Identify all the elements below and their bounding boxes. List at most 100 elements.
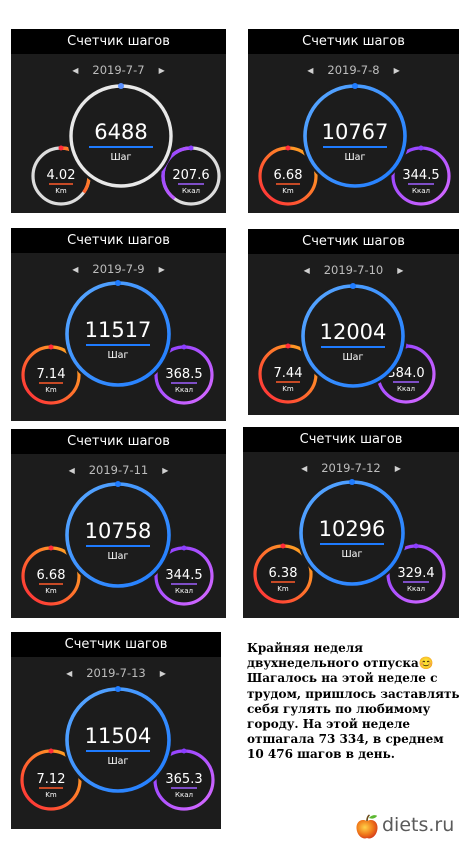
- prev-day-icon[interactable]: ◀: [307, 66, 314, 75]
- steps-ring-marker: [118, 83, 124, 89]
- km-value: 7.44: [274, 366, 303, 381]
- steps-ring: 12004 Шаг: [299, 282, 407, 390]
- steps-value: 11504: [85, 724, 152, 748]
- kcal-ring-marker: [413, 543, 419, 549]
- kcal-ring-marker: [188, 145, 194, 151]
- km-ring-marker: [280, 543, 286, 549]
- date-selector: ◀ 2019-7-10 ▶: [248, 262, 459, 278]
- steps-ring-marker: [350, 283, 356, 289]
- panel-title: Счетчик шагов: [248, 29, 459, 54]
- apple-icon: [356, 814, 378, 839]
- steps-value: 6488: [94, 120, 147, 144]
- km-ring: 6.68 Km: [21, 545, 81, 606]
- km-value: 4.02: [47, 168, 76, 183]
- caption-line: Крайняя неделя: [247, 641, 364, 655]
- rings-graphic: 6.38 Km 329.4 Ккал 10296 Шаг: [253, 478, 446, 604]
- prev-day-icon[interactable]: ◀: [72, 265, 79, 274]
- next-day-icon[interactable]: ▶: [158, 66, 165, 75]
- kcal-unit: Ккал: [407, 585, 425, 593]
- rings-graphic: 7.44 Km 384.0 Ккал 12004 Шаг: [258, 282, 436, 404]
- next-day-icon[interactable]: ▶: [397, 266, 404, 275]
- steps-value: 10758: [85, 519, 152, 543]
- caption-line: Шагалось на этой неделе с: [247, 671, 438, 686]
- steps-ring: 10767 Шаг: [301, 82, 409, 190]
- km-ring-marker: [58, 145, 64, 151]
- prev-day-icon[interactable]: ◀: [301, 464, 308, 473]
- kcal-ring: 344.5 Ккал: [154, 545, 214, 606]
- km-ring-marker: [48, 748, 54, 754]
- steps-unit: Шаг: [111, 152, 132, 163]
- date-label: 2019-7-7: [92, 63, 145, 77]
- date-label: 2019-7-10: [323, 263, 384, 277]
- kcal-value: 365.3: [165, 772, 202, 787]
- steps-unit: Шаг: [342, 549, 363, 560]
- km-unit: Km: [45, 386, 57, 394]
- rings-graphic: 7.12 Km 365.3 Ккал 11504 Шаг: [20, 685, 215, 811]
- diets-logo[interactable]: diets.ru: [354, 811, 470, 841]
- kcal-unit: Ккал: [175, 587, 193, 595]
- caption-line: себя гулять по любимому: [247, 701, 431, 716]
- panel-title: Счетчик шагов: [11, 29, 226, 54]
- kcal-ring-marker: [418, 145, 424, 151]
- prev-day-icon[interactable]: ◀: [66, 669, 73, 678]
- prev-day-icon[interactable]: ◀: [303, 266, 310, 275]
- steps-value: 11517: [85, 318, 152, 342]
- kcal-unit: Ккал: [175, 791, 193, 799]
- kcal-unit: Ккал: [182, 187, 200, 195]
- caption-line: 10 476 шагов в день.: [247, 747, 395, 762]
- kcal-unit: Ккал: [397, 385, 415, 393]
- steps-unit: Шаг: [343, 352, 364, 363]
- km-value: 6.68: [274, 168, 303, 183]
- kcal-value: 344.5: [165, 568, 202, 583]
- kcal-ring-marker: [181, 344, 187, 350]
- date-selector: ◀ 2019-7-9 ▶: [11, 261, 226, 277]
- steps-ring: 10758 Шаг: [63, 480, 173, 590]
- steps-unit: Шаг: [108, 756, 129, 767]
- steps-ring-marker: [115, 481, 121, 487]
- next-day-icon[interactable]: ▶: [393, 66, 400, 75]
- km-ring-marker: [48, 344, 54, 350]
- km-ring: 6.38 Km: [253, 543, 313, 604]
- steps-ring: 6488 Шаг: [67, 82, 175, 190]
- rings-graphic: 7.14 Km 368.5 Ккал 11517 Шаг: [21, 279, 214, 405]
- steps-ring-marker: [115, 280, 121, 286]
- next-day-icon[interactable]: ▶: [394, 464, 401, 473]
- kcal-value: 368.5: [165, 367, 202, 382]
- kcal-value: 344.5: [402, 168, 439, 183]
- kcal-value: 207.6: [172, 168, 209, 183]
- km-unit: Km: [55, 187, 67, 195]
- km-ring-marker: [48, 545, 54, 551]
- steps-value: 12004: [320, 320, 387, 344]
- km-value: 7.14: [37, 367, 66, 382]
- km-unit: Km: [45, 587, 57, 595]
- date-label: 2019-7-11: [88, 463, 149, 477]
- caption-line: городу. На этой неделе: [247, 717, 411, 732]
- date-selector: ◀ 2019-7-13 ▶: [11, 665, 221, 681]
- km-ring-marker: [285, 343, 291, 349]
- km-ring: 7.14 Km: [21, 344, 81, 405]
- prev-day-icon[interactable]: ◀: [68, 466, 75, 475]
- date-selector: ◀ 2019-7-8 ▶: [248, 62, 459, 78]
- steps-value: 10767: [322, 120, 389, 144]
- steps-unit: Шаг: [345, 152, 366, 163]
- next-day-icon[interactable]: ▶: [158, 265, 165, 274]
- steps-ring: 11517 Шаг: [63, 279, 173, 389]
- next-day-icon[interactable]: ▶: [159, 669, 166, 678]
- panel-title: Счетчик шагов: [248, 229, 459, 254]
- step-counter-panel-4: Счетчик шагов ◀ 2019-7-10 ▶ 7.44 Km 384.0 Кка…: [248, 229, 459, 415]
- rings-graphic: 6.68 Km 344.5 Ккал 10767 Шаг: [258, 82, 451, 206]
- steps-unit: Шаг: [108, 350, 129, 361]
- next-day-icon[interactable]: ▶: [162, 466, 169, 475]
- date-selector: ◀ 2019-7-7 ▶: [11, 62, 226, 78]
- kcal-ring-marker: [181, 545, 187, 551]
- km-unit: Km: [45, 791, 57, 799]
- steps-ring-marker: [115, 686, 121, 692]
- kcal-ring-marker: [181, 748, 187, 754]
- step-counter-panel-7: Счетчик шагов ◀ 2019-7-13 ▶ 7.12 Km 365.3 Кка…: [11, 632, 221, 829]
- step-counter-panel-1: Счетчик шагов ◀ 2019-7-7 ▶ 4.02 Km 207.6 Ккал…: [11, 29, 226, 213]
- panel-title: Счетчик шагов: [11, 228, 226, 253]
- prev-day-icon[interactable]: ◀: [72, 66, 79, 75]
- step-counter-panel-5: Счетчик шагов ◀ 2019-7-11 ▶ 6.68 Km 344.5 Кка…: [11, 429, 226, 618]
- km-ring: 7.44 Km: [258, 343, 318, 404]
- km-ring: 7.12 Km: [20, 748, 82, 811]
